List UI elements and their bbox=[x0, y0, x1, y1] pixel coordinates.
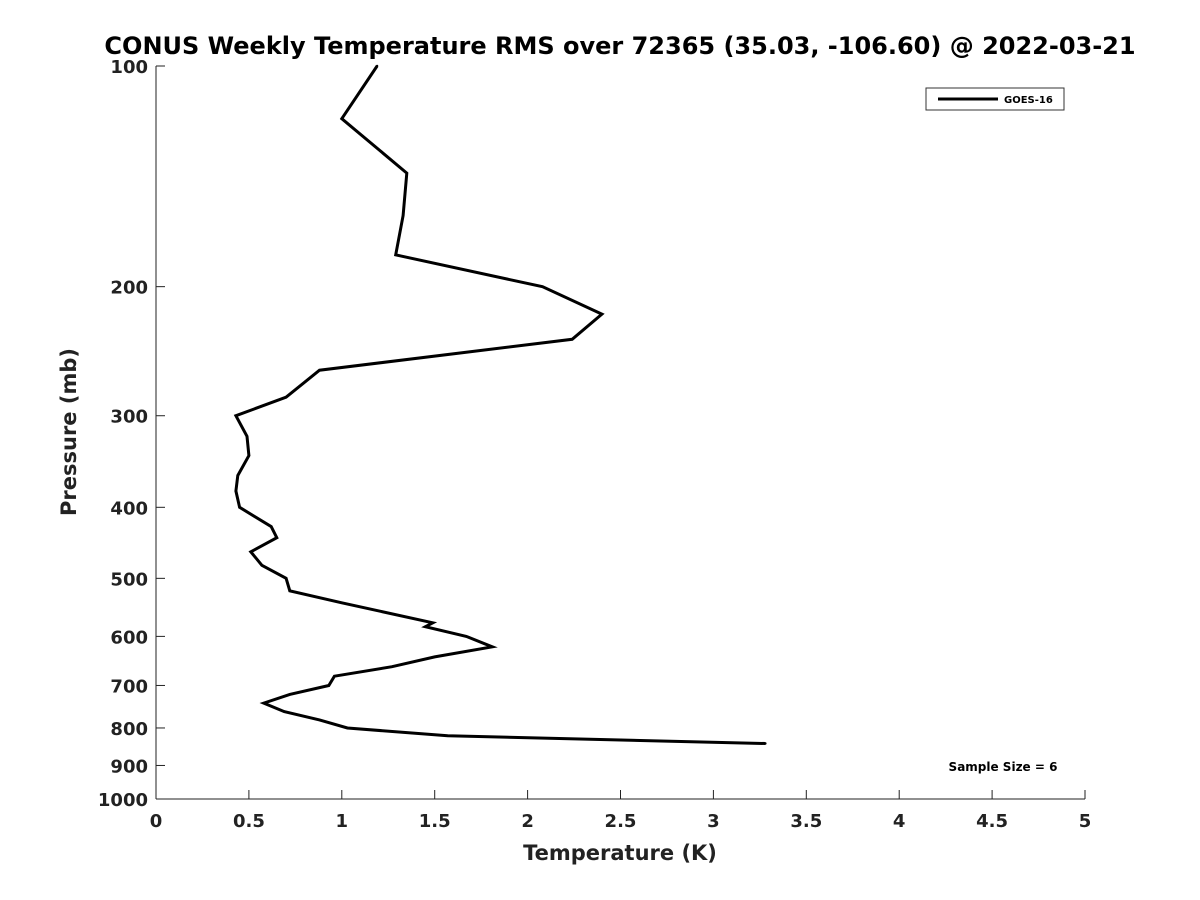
data-point bbox=[275, 536, 278, 539]
data-point bbox=[424, 625, 427, 628]
x-tick-label: 2.5 bbox=[605, 811, 637, 832]
data-point bbox=[247, 454, 251, 457]
tick-marks bbox=[155, 65, 1086, 800]
data-point bbox=[234, 489, 238, 493]
data-point bbox=[405, 171, 408, 175]
data-point bbox=[333, 675, 336, 678]
data-point bbox=[283, 710, 286, 713]
x-tick-label: 5 bbox=[1079, 811, 1092, 832]
data-point bbox=[433, 655, 436, 659]
x-tick-label: 1.5 bbox=[419, 811, 451, 832]
data-point bbox=[236, 474, 239, 477]
x-tick-label: 0 bbox=[150, 811, 163, 832]
data-point bbox=[401, 214, 405, 217]
legend-label: GOES-16 bbox=[1004, 95, 1053, 106]
x-axis-label: Temperature (K) bbox=[523, 841, 717, 865]
data-point bbox=[245, 435, 249, 438]
data-point bbox=[318, 718, 321, 722]
data-point bbox=[284, 577, 288, 580]
y-axis-label: Pressure (mb) bbox=[57, 348, 81, 516]
legend: GOES-16 bbox=[925, 87, 1065, 111]
data-point bbox=[571, 338, 574, 341]
data-point bbox=[600, 312, 604, 316]
series-group bbox=[233, 64, 767, 745]
data-point bbox=[346, 726, 349, 730]
y-tick-label: 200 bbox=[110, 278, 148, 299]
y-tick-label: 100 bbox=[110, 57, 148, 78]
data-point bbox=[375, 64, 379, 68]
data-point bbox=[390, 665, 394, 668]
data-point bbox=[238, 506, 241, 509]
x-tick-label: 0.5 bbox=[233, 811, 265, 832]
x-tick-label: 4 bbox=[893, 811, 906, 832]
data-point bbox=[764, 742, 767, 745]
data-point bbox=[394, 253, 397, 257]
series-line-goes-16 bbox=[233, 65, 766, 745]
y-tick-label: 700 bbox=[110, 676, 148, 697]
y-tick-label: 800 bbox=[110, 719, 148, 740]
y-tick-label: 300 bbox=[110, 407, 148, 428]
data-point bbox=[270, 525, 273, 528]
y-tick-label: 1000 bbox=[98, 790, 148, 811]
x-tick-label: 1 bbox=[336, 811, 349, 832]
data-point bbox=[491, 645, 494, 648]
data-point bbox=[249, 550, 252, 553]
data-point bbox=[262, 701, 265, 705]
data-point bbox=[446, 734, 449, 737]
data-point bbox=[541, 285, 544, 288]
sample-size-annotation: Sample Size = 6 bbox=[949, 760, 1058, 774]
x-tick-label: 4.5 bbox=[976, 811, 1008, 832]
data-point bbox=[260, 564, 264, 567]
x-tick-label: 3.5 bbox=[790, 811, 822, 832]
data-point bbox=[284, 396, 288, 399]
chart-title: CONUS Weekly Temperature RMS over 72365 … bbox=[104, 32, 1135, 60]
data-point bbox=[340, 601, 343, 604]
data-point bbox=[465, 635, 468, 638]
y-tick-label: 900 bbox=[110, 756, 148, 777]
data-point bbox=[288, 693, 291, 696]
data-point bbox=[431, 621, 434, 624]
y-tick-label: 600 bbox=[110, 627, 148, 648]
data-point bbox=[288, 589, 291, 592]
y-tick-label: 400 bbox=[110, 498, 148, 519]
axes bbox=[155, 66, 1085, 800]
tick-labels: 0 0.5 1 1.5 2 2.5 3 3.5 4 4.5 5 100 200 300 400 500 600 7… bbox=[98, 57, 1091, 832]
data-point bbox=[340, 117, 343, 120]
x-tick-label: 2 bbox=[521, 811, 534, 832]
x-tick-label: 3 bbox=[707, 811, 720, 832]
data-point bbox=[327, 684, 330, 687]
data-point bbox=[318, 369, 321, 372]
data-point bbox=[234, 414, 238, 417]
y-tick-label: 500 bbox=[110, 569, 148, 590]
